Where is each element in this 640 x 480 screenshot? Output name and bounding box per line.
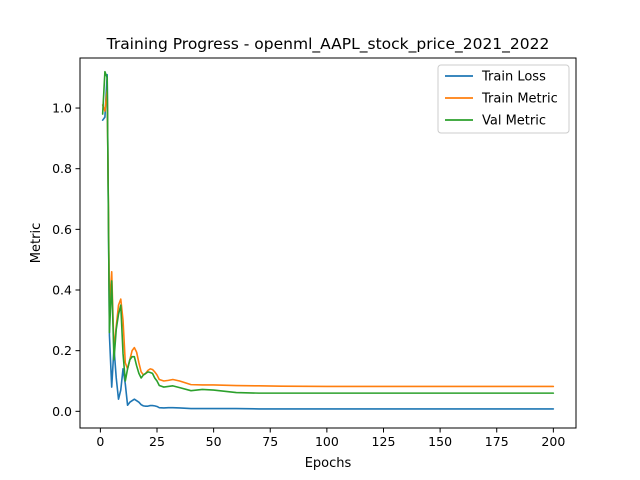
series-line-1 <box>101 89 555 388</box>
x-tick-label: 50 <box>206 434 222 449</box>
chart-title: Training Progress - openml_AAPL_stock_pr… <box>106 35 550 54</box>
x-tick-label: 75 <box>262 434 278 449</box>
y-tick-label: 0.4 <box>52 283 72 298</box>
legend-label-2: Val Metric <box>482 114 546 129</box>
legend-label-1: Train Metric <box>481 92 558 107</box>
plot-frame <box>79 57 577 429</box>
series-layer <box>101 70 555 410</box>
series-line-2 <box>101 70 555 394</box>
x-tick-label: 200 <box>541 434 565 449</box>
x-axis: 0 25 50 75 100 125 150 175 200 <box>96 428 565 449</box>
legend: Train Loss Train Metric Val Metric <box>437 64 570 134</box>
x-tick-label: 125 <box>372 434 396 449</box>
x-axis-label: Epochs <box>305 456 352 471</box>
x-tick-label: 25 <box>149 434 165 449</box>
y-axis: 0.0 0.2 0.4 0.6 0.8 1.0 <box>52 101 80 419</box>
series-line-0 <box>101 73 555 410</box>
y-tick-label: 0.8 <box>52 161 72 176</box>
x-tick-label: 150 <box>428 434 452 449</box>
y-axis-label: Metric <box>29 223 44 263</box>
y-tick-label: 0.2 <box>52 343 72 358</box>
x-tick-label: 0 <box>96 434 104 449</box>
y-tick-label: 1.0 <box>52 101 72 116</box>
y-tick-label: 0.0 <box>52 404 72 419</box>
legend-label-0: Train Loss <box>481 70 546 85</box>
y-tick-label: 0.6 <box>52 222 72 237</box>
x-tick-label: 100 <box>315 434 339 449</box>
legend-box <box>437 64 570 134</box>
x-tick-label: 175 <box>485 434 509 449</box>
